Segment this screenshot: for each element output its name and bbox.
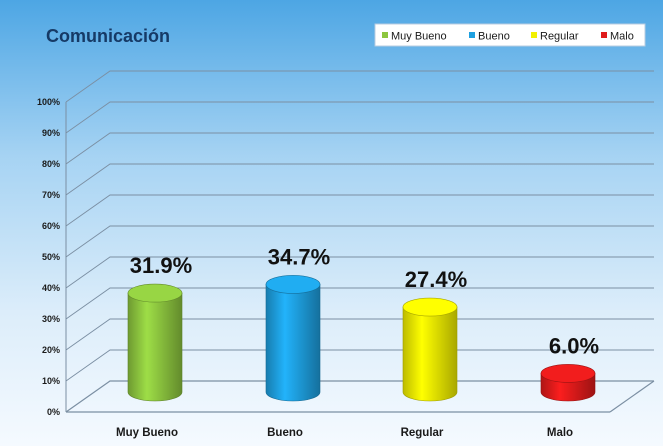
y-axis-ticks: 0% 10% 20% 30% 40% 50% 60% 70% 80% 90% 100% (37, 97, 60, 417)
bar-body (402, 306, 458, 402)
bar (127, 283, 183, 402)
bar-top (265, 275, 321, 294)
x-category-label: Regular (401, 427, 444, 439)
legend-swatch (469, 32, 475, 38)
grid-line (65, 132, 654, 165)
y-tick-label: 50% (42, 252, 60, 262)
legend-label: Muy Bueno (391, 31, 447, 43)
bar (265, 275, 321, 402)
x-category-label: Bueno (267, 427, 303, 439)
bar (540, 364, 596, 402)
bar-top (402, 297, 458, 317)
grid-line (65, 225, 654, 258)
x-category-label: Muy Bueno (116, 427, 178, 439)
legend-label: Bueno (478, 31, 510, 43)
floor-right-edge (609, 380, 655, 413)
grid (65, 70, 655, 413)
grid-line (65, 70, 654, 103)
legend: Muy Bueno Bueno Regular Malo (374, 23, 646, 47)
legend-label: Regular (540, 31, 579, 43)
legend-swatch (531, 32, 537, 38)
bar (402, 297, 458, 402)
grid-line (65, 101, 654, 134)
y-tick-label: 60% (42, 221, 60, 231)
grid-line (65, 163, 654, 196)
y-tick-label: 70% (42, 190, 60, 200)
grid-line (65, 380, 654, 413)
grid-line (65, 194, 654, 227)
grid-line (65, 318, 654, 351)
y-tick-label: 30% (42, 314, 60, 324)
value-label: 6.0% (549, 333, 599, 358)
y-tick-label: 100% (37, 97, 60, 107)
bar-top (127, 283, 183, 303)
legend-box (374, 23, 646, 47)
x-category-label: Malo (547, 427, 573, 439)
chart-title: Comunicación (46, 26, 170, 46)
value-label: 27.4% (405, 267, 467, 292)
y-tick-label: 90% (42, 128, 60, 138)
value-label: 31.9% (130, 253, 192, 278)
legend-swatch (382, 32, 388, 38)
value-labels: 31.9% 34.7% 27.4% 6.0% (130, 244, 599, 358)
legend-swatch (601, 32, 607, 38)
bar-body (127, 292, 183, 402)
bars (127, 275, 596, 402)
y-tick-label: 40% (42, 283, 60, 293)
grid-line (65, 256, 654, 289)
y-tick-label: 10% (42, 376, 60, 386)
grid-line (65, 349, 654, 382)
y-tick-label: 20% (42, 345, 60, 355)
legend-label: Malo (610, 31, 634, 43)
bar-top (540, 364, 596, 383)
y-tick-label: 0% (47, 407, 60, 417)
grid-line (65, 287, 654, 320)
x-axis-labels: Muy Bueno Bueno Regular Malo (116, 427, 573, 439)
bar-body (265, 284, 321, 402)
y-tick-label: 80% (42, 159, 60, 169)
value-label: 34.7% (268, 244, 330, 269)
